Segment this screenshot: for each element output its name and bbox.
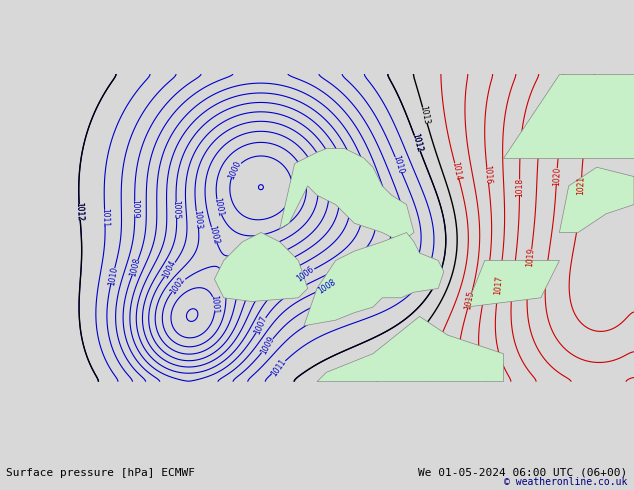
Text: 1015: 1015	[463, 290, 476, 311]
Text: 1013: 1013	[418, 105, 431, 125]
Text: 1019: 1019	[526, 247, 536, 267]
Polygon shape	[280, 148, 414, 242]
Text: 1010: 1010	[107, 266, 119, 286]
Text: 1018: 1018	[515, 177, 524, 197]
Text: 1017: 1017	[493, 275, 504, 295]
Text: 1003: 1003	[192, 209, 203, 229]
Text: 1021: 1021	[576, 175, 586, 195]
Polygon shape	[559, 167, 634, 233]
Text: 1007: 1007	[253, 315, 269, 336]
Text: 1020: 1020	[552, 166, 562, 186]
Text: 1008: 1008	[317, 278, 338, 296]
Text: 1009: 1009	[259, 335, 276, 356]
Text: 1008: 1008	[128, 257, 142, 278]
Text: 1011: 1011	[269, 357, 288, 378]
Text: 1009: 1009	[130, 199, 139, 219]
Text: 1014: 1014	[451, 160, 463, 181]
Text: 1012: 1012	[410, 133, 424, 153]
Polygon shape	[304, 233, 444, 326]
Text: © weatheronline.co.uk: © weatheronline.co.uk	[504, 477, 628, 487]
Text: 1006: 1006	[295, 264, 316, 283]
Text: 1001: 1001	[209, 294, 220, 315]
Text: 1002: 1002	[207, 224, 221, 245]
Text: We 01-05-2024 06:00 UTC (06+00): We 01-05-2024 06:00 UTC (06+00)	[418, 467, 628, 478]
Polygon shape	[317, 317, 503, 382]
Text: 1000: 1000	[227, 160, 243, 181]
Text: 1010: 1010	[391, 154, 405, 175]
Text: Surface pressure [hPa] ECMWF: Surface pressure [hPa] ECMWF	[6, 467, 195, 478]
Text: 1016: 1016	[482, 165, 493, 185]
Text: 1011: 1011	[100, 208, 110, 227]
Text: 1012: 1012	[410, 133, 424, 153]
Text: 1012: 1012	[75, 202, 84, 221]
Text: 1001: 1001	[212, 196, 225, 217]
Polygon shape	[466, 261, 559, 307]
Text: 1005: 1005	[172, 200, 181, 220]
Polygon shape	[214, 233, 307, 301]
Text: 1002: 1002	[169, 275, 187, 296]
Text: 1004: 1004	[162, 259, 178, 280]
Polygon shape	[503, 74, 634, 158]
Text: 1012: 1012	[75, 202, 84, 221]
